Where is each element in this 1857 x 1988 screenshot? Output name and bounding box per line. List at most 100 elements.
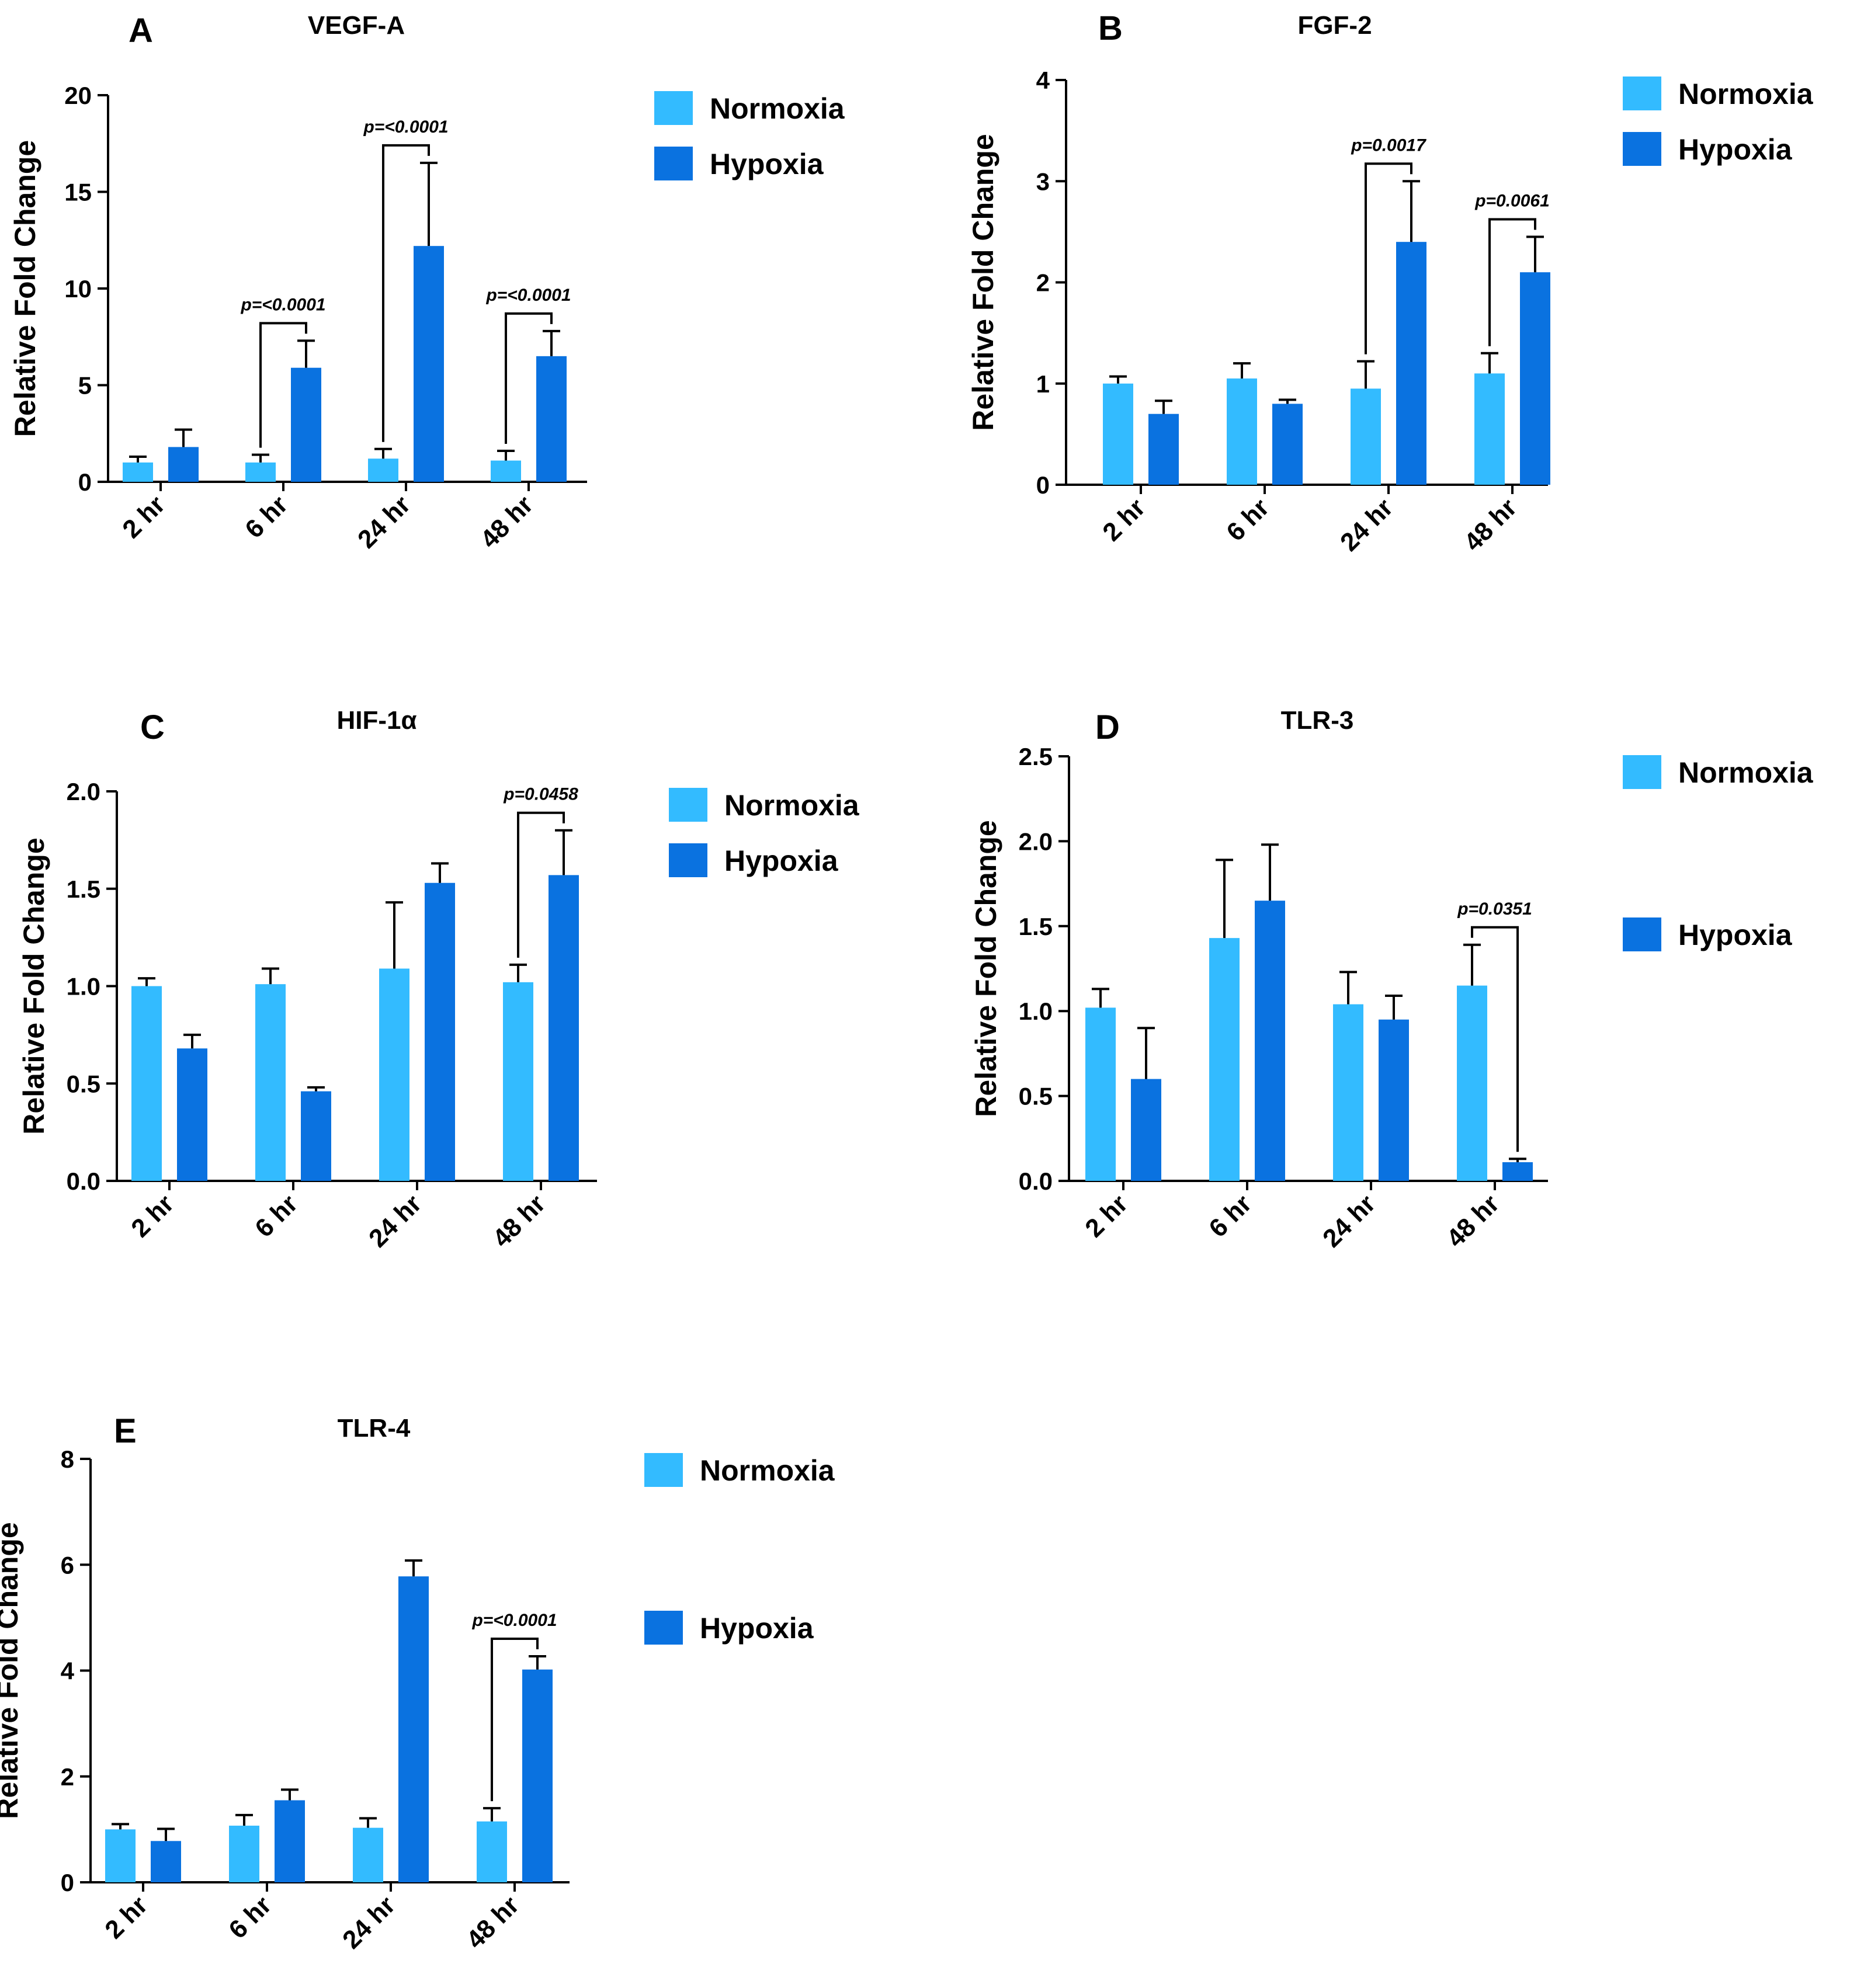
panel-a-plot: 0 5 10 15 20 Relative Fold Change 2 hr 6 hr 24 h… [9,82,587,554]
significance-bracket [1365,162,1412,354]
y-tick-label: 1.5 [67,875,100,903]
normoxia-bar [1333,1004,1363,1181]
significance-bracket [382,144,430,442]
significance-bracket [505,312,553,444]
y-tick-label: 0.0 [1019,1167,1053,1195]
y-tick-label: 0.0 [67,1167,100,1195]
panel-e: E TLR-4 0 2 4 6 8 Relative Fold Change 2 hr 6 h… [0,1412,570,1954]
p-value-label: p=<0.0001 [240,295,325,314]
significance-bracket [517,811,565,958]
hypoxia-bar [1502,1162,1533,1181]
legends: Normoxia Hypoxia Normoxia Hypoxia Normoxia Hy… [644,77,1814,1645]
x-tick-label: 6 hr [1221,493,1275,547]
hypoxia-legend-swatch [1623,917,1661,951]
hypoxia-legend-swatch [644,1611,683,1645]
y-axis-label: Relative Fold Change [18,837,50,1134]
panel-e-plot: 0 2 4 6 8 Relative Fold Change 2 hr 6 hr 24 hr 48… [0,1445,570,1954]
y-tick-label: 3 [1036,168,1050,195]
normoxia-legend-label: Normoxia [700,1454,835,1487]
x-tick-label: 6 hr [1203,1189,1257,1243]
panel-b: B FGF-2 0 1 2 3 4 Relative Fold Change 2 hr 6 h… [967,9,1550,557]
normoxia-bar [368,458,398,482]
x-tick-label: 2 hr [99,1890,153,1944]
x-tick-label: 24 hr [1317,1189,1381,1253]
x-tick-label: 2 hr [117,490,171,544]
hypoxia-legend-swatch [654,147,693,180]
panel-d-plot: 0.0 0.5 1.0 1.5 2.0 2.5 Relative Fold Change 2 … [970,743,1548,1253]
hypoxia-bar [425,882,455,1181]
x-tick-label: 2 hr [1080,1189,1133,1243]
panel-a: A VEGF-A 0 5 10 15 20 Relative Fold Change 2 h… [9,11,587,554]
normoxia-bar [1474,373,1505,485]
normoxia-bar [379,968,409,1181]
panel-c-letter: C [140,708,165,746]
hypoxia-bar [414,246,444,482]
normoxia-bar [1227,378,1257,485]
normoxia-bar [1085,1007,1116,1181]
hypoxia-bar [301,1091,331,1181]
hypoxia-bar [1131,1079,1161,1181]
normoxia-legend-swatch [669,788,707,822]
normoxia-legend-label: Normoxia [1678,756,1814,789]
normoxia-bar [491,460,521,482]
x-tick-label: 6 hr [223,1890,277,1944]
hypoxia-bar [398,1576,429,1882]
hypoxia-legend-label: Hypoxia [1678,919,1793,951]
y-tick-label: 6 [61,1551,74,1579]
panel-d-title: TLR-3 [1281,706,1354,735]
hypoxia-bar [1396,242,1426,485]
y-tick-label: 0.5 [67,1070,100,1097]
y-tick-label: 1.0 [67,973,100,1000]
hypoxia-bar [1255,901,1285,1181]
y-tick-label: 0 [78,468,92,496]
hypoxia-bar [549,875,579,1181]
hypoxia-bar [536,356,567,482]
panel-b-letter: B [1098,9,1123,47]
x-tick-label: 48 hr [1459,493,1522,557]
normoxia-bar [1457,985,1487,1181]
x-tick-label: 6 hr [239,490,293,544]
normoxia-legend-label: Normoxia [1678,78,1814,110]
y-tick-label: 0.5 [1019,1083,1053,1110]
y-axis-label: Relative Fold Change [970,820,1002,1117]
p-value-label: p=0.0061 [1474,192,1550,211]
y-tick-label: 15 [64,179,92,206]
y-tick-label: 10 [64,275,92,303]
legend-panel-c: Normoxia Hypoxia [669,788,860,877]
panel-a-title: VEGF-A [308,11,405,40]
normoxia-bar [503,982,533,1181]
x-tick-label: 48 hr [475,490,539,554]
panel-b-title: FGF-2 [1297,11,1372,40]
y-tick-label: 0 [61,1869,74,1896]
normoxia-bar [229,1826,259,1882]
normoxia-legend-swatch [654,91,693,125]
y-tick-label: 2 [61,1763,74,1791]
hypoxia-bar [151,1841,181,1882]
y-axis-label: Relative Fold Change [967,134,999,430]
normoxia-bar [353,1827,383,1882]
x-tick-label: 24 hr [363,1189,427,1253]
hypoxia-bar [177,1048,207,1181]
legend-panel-e: Normoxia Hypoxia [644,1453,835,1645]
normoxia-bar [123,462,153,482]
hypoxia-legend-label: Hypoxia [1678,133,1793,166]
p-value-label: p=0.0017 [1351,135,1426,155]
panel-e-letter: E [114,1412,137,1450]
panel-c-plot: 0.0 0.5 1.0 1.5 2.0 Relative Fold Change 2 hr 6… [18,778,597,1253]
panel-e-title: TLR-4 [338,1414,411,1443]
normoxia-bar [245,462,276,482]
x-tick-label: 2 hr [1097,493,1151,547]
significance-bracket [1471,926,1519,1152]
y-axis-label: Relative Fold Change [0,1522,24,1819]
panel-a-letter: A [129,12,153,50]
normoxia-legend-label: Normoxia [710,92,845,125]
y-tick-label: 20 [64,82,92,109]
p-value-label: p=0.0458 [503,785,578,804]
significance-bracket [1488,218,1536,346]
x-tick-label: 2 hr [126,1189,179,1243]
normoxia-bar [131,986,162,1181]
y-tick-label: 2.0 [1019,828,1053,855]
x-tick-label: 48 hr [487,1189,551,1253]
p-value-label: p=<0.0001 [471,1611,557,1630]
y-tick-label: 5 [78,372,92,399]
